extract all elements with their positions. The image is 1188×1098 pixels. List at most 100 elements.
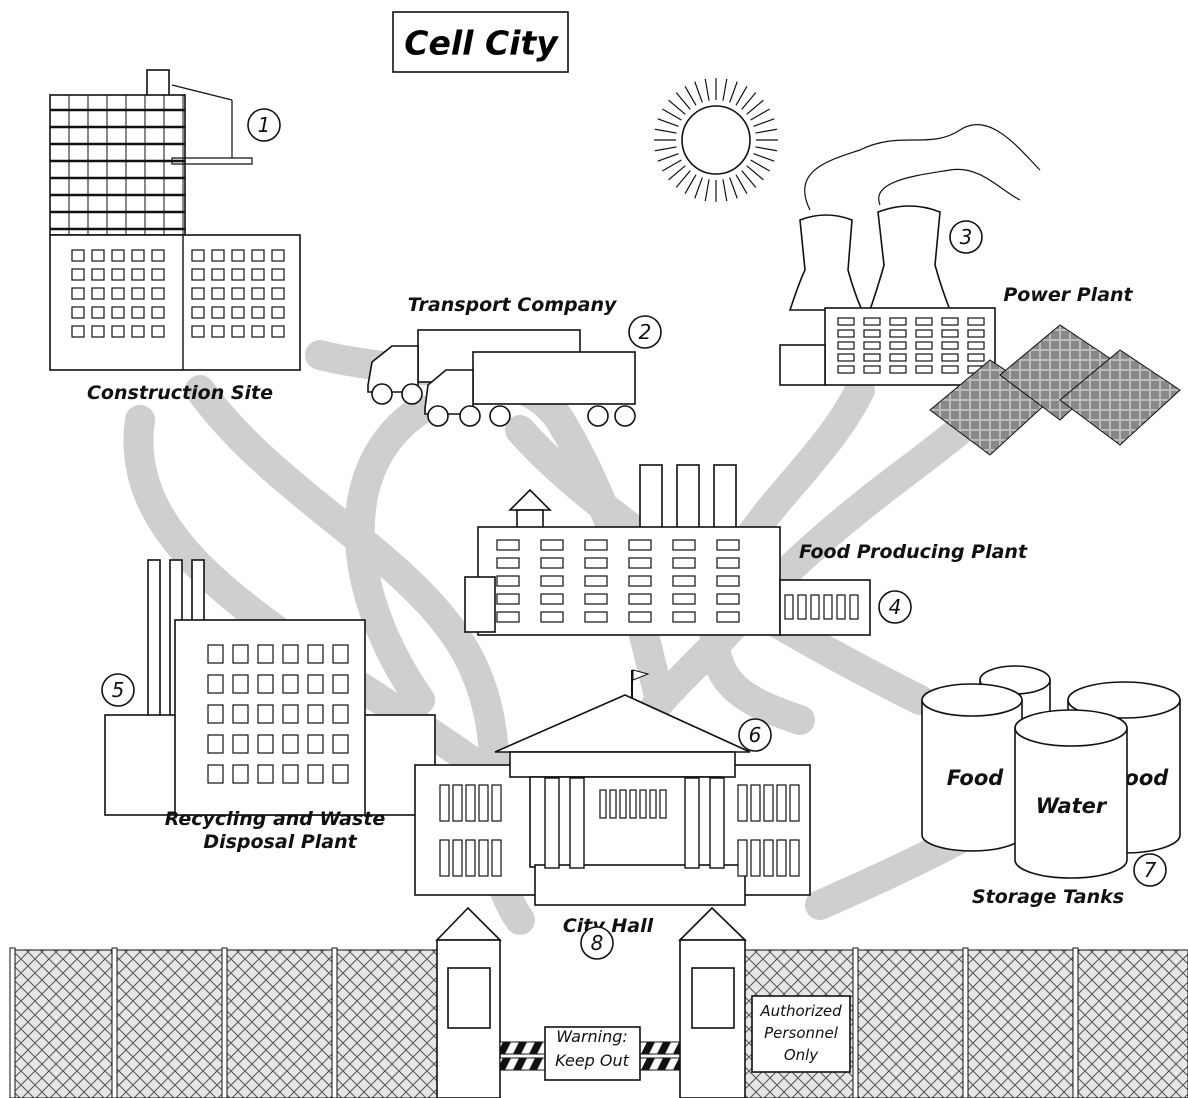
window xyxy=(92,326,104,337)
window xyxy=(233,675,248,693)
window xyxy=(112,288,124,299)
fence-post xyxy=(112,948,117,1098)
window xyxy=(252,288,264,299)
window xyxy=(440,840,449,876)
page: {"title": "Cell City", "locations": [ {"… xyxy=(0,0,1188,1098)
window xyxy=(968,318,984,325)
window xyxy=(640,790,646,818)
window xyxy=(283,765,298,783)
window xyxy=(497,576,519,586)
window xyxy=(272,250,284,261)
sun-ray xyxy=(736,86,747,105)
window xyxy=(272,307,284,318)
sun-ray xyxy=(751,160,770,171)
window xyxy=(192,250,204,261)
location-number: 8 xyxy=(591,931,604,955)
window xyxy=(272,288,284,299)
window xyxy=(112,307,124,318)
window xyxy=(629,612,651,622)
window xyxy=(811,595,819,619)
window xyxy=(208,645,223,663)
window xyxy=(233,735,248,753)
sun-ray xyxy=(669,166,686,180)
window xyxy=(864,354,880,361)
fence-post xyxy=(963,948,968,1098)
window xyxy=(777,840,786,876)
window xyxy=(824,595,832,619)
window xyxy=(333,765,348,783)
window xyxy=(630,790,636,818)
sun-ray xyxy=(754,119,775,127)
window xyxy=(717,576,739,586)
window xyxy=(916,354,932,361)
window xyxy=(333,735,348,753)
window xyxy=(942,330,958,337)
sun-ray xyxy=(662,160,681,171)
location-number: 6 xyxy=(749,723,762,747)
window xyxy=(132,269,144,280)
window xyxy=(232,307,244,318)
location-label: Recycling and Waste xyxy=(165,808,386,830)
window xyxy=(192,269,204,280)
window xyxy=(890,330,906,337)
window xyxy=(152,288,164,299)
sun-ray xyxy=(747,100,764,114)
window xyxy=(232,326,244,337)
window xyxy=(629,558,651,568)
fence-post xyxy=(222,948,227,1098)
sun-ray xyxy=(655,147,677,151)
window xyxy=(864,318,880,325)
window xyxy=(942,354,958,361)
window xyxy=(92,269,104,280)
window xyxy=(717,540,739,550)
window xyxy=(208,705,223,723)
window xyxy=(738,785,747,821)
window xyxy=(132,326,144,337)
sun-ray xyxy=(754,154,775,162)
window xyxy=(252,307,264,318)
sun-ray xyxy=(695,82,703,103)
window xyxy=(764,840,773,876)
window xyxy=(620,790,626,818)
window xyxy=(440,785,449,821)
sun-ray xyxy=(736,175,747,194)
title: Cell City xyxy=(404,24,559,63)
window xyxy=(629,576,651,586)
window xyxy=(233,765,248,783)
sun-ray xyxy=(747,166,764,180)
window xyxy=(838,366,854,373)
window xyxy=(466,785,475,821)
sun-ray xyxy=(669,100,686,114)
window xyxy=(541,612,563,622)
window xyxy=(864,342,880,349)
storage-tanks: Food Food Water xyxy=(922,666,1180,878)
window xyxy=(492,840,501,876)
window xyxy=(497,612,519,622)
location-number: 4 xyxy=(889,595,902,619)
sun-ray xyxy=(705,179,709,201)
window xyxy=(92,288,104,299)
sun-ray xyxy=(658,154,679,162)
window xyxy=(942,342,958,349)
window xyxy=(333,645,348,663)
window xyxy=(890,342,906,349)
window xyxy=(212,269,224,280)
window xyxy=(751,785,760,821)
sun-ray xyxy=(662,109,681,120)
window xyxy=(629,594,651,604)
window xyxy=(942,366,958,373)
pillar xyxy=(685,778,699,868)
window xyxy=(308,735,323,753)
window xyxy=(258,645,273,663)
window xyxy=(252,250,264,261)
window xyxy=(72,250,84,261)
window xyxy=(192,326,204,337)
location-number: 3 xyxy=(960,225,973,249)
window xyxy=(232,288,244,299)
window xyxy=(717,594,739,604)
window xyxy=(497,540,519,550)
window xyxy=(112,250,124,261)
window xyxy=(673,612,695,622)
window xyxy=(72,307,84,318)
window xyxy=(333,705,348,723)
